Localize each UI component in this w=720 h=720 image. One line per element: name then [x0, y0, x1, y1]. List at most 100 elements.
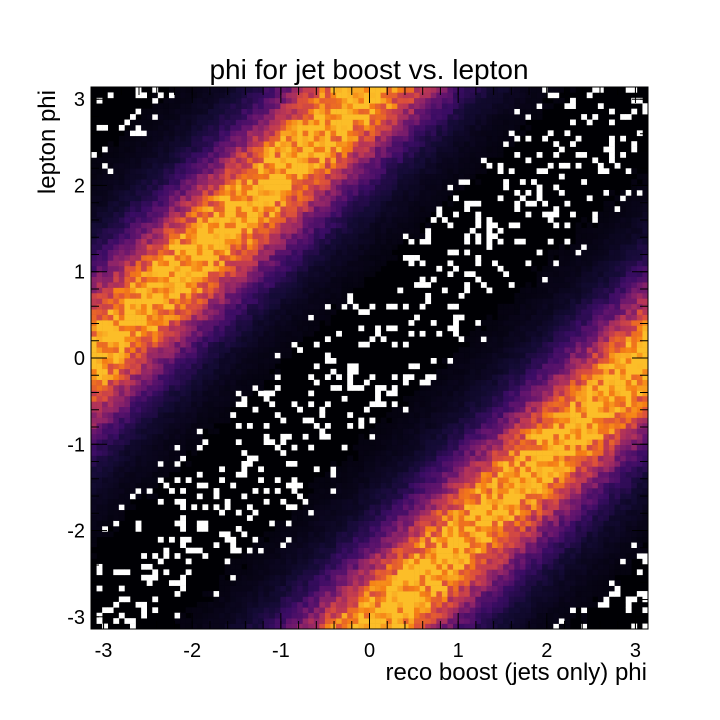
heatmap-bin — [224, 347, 231, 353]
heatmap-bin — [280, 320, 287, 326]
heatmap-bin — [341, 195, 348, 202]
heatmap-bin — [163, 233, 170, 240]
heatmap-bin — [185, 298, 192, 305]
heatmap-bin — [347, 618, 354, 624]
heatmap-bin — [363, 531, 370, 538]
heatmap-bin — [241, 336, 248, 343]
heatmap-bin — [380, 200, 387, 207]
heatmap-bin — [129, 325, 136, 332]
heatmap-bin — [313, 124, 320, 131]
heatmap-bin — [369, 466, 376, 473]
heatmap-bin — [185, 119, 192, 126]
heatmap-bin — [414, 444, 420, 451]
heatmap-bin — [369, 260, 376, 267]
heatmap-bin — [285, 108, 292, 115]
heatmap-bin — [219, 227, 225, 234]
heatmap-bin — [202, 249, 209, 256]
heatmap-bin — [107, 271, 114, 277]
heatmap-bin — [336, 173, 342, 180]
heatmap-bin — [313, 607, 320, 614]
heatmap-bin — [313, 520, 320, 527]
heatmap-bin — [397, 87, 404, 93]
heatmap-bin — [129, 276, 136, 283]
heatmap-bin — [263, 152, 270, 158]
heatmap-bin — [397, 141, 404, 147]
heatmap-bin — [402, 531, 409, 538]
heatmap-bin — [397, 206, 404, 212]
heatmap-bin — [319, 547, 326, 554]
heatmap-bin — [425, 412, 432, 418]
heatmap-bin — [341, 255, 348, 261]
heatmap-bin — [386, 498, 393, 505]
heatmap-bin — [352, 217, 359, 223]
heatmap-bin — [141, 276, 147, 283]
heatmap-bin — [180, 168, 186, 175]
chart-title: phi for jet boost vs. lepton — [209, 54, 528, 85]
heatmap-bin — [436, 130, 443, 137]
empty-bin — [447, 303, 454, 310]
empty-bin — [196, 520, 203, 527]
heatmap-bin — [358, 623, 365, 630]
heatmap-bin — [174, 238, 181, 245]
heatmap-bin — [280, 114, 287, 120]
heatmap-bin — [241, 585, 248, 592]
heatmap-bin — [157, 471, 164, 478]
heatmap-bin — [141, 303, 147, 310]
heatmap-bin — [196, 314, 203, 321]
heatmap-bin — [202, 320, 209, 326]
heatmap-bin — [297, 265, 303, 272]
heatmap-bin — [246, 607, 253, 614]
heatmap-bin — [408, 493, 415, 500]
heatmap-bin — [269, 298, 276, 305]
heatmap-bin — [174, 157, 181, 164]
heatmap-bin — [174, 385, 181, 391]
heatmap-bin — [347, 591, 354, 597]
heatmap-bin — [308, 249, 315, 256]
heatmap-bin — [280, 162, 287, 169]
heatmap-bin — [302, 103, 309, 109]
heatmap-bin — [129, 450, 136, 456]
heatmap-bin — [113, 195, 120, 202]
heatmap-bin — [363, 200, 370, 207]
heatmap-bin — [308, 325, 315, 332]
heatmap-bin — [308, 238, 315, 245]
heatmap-bin — [157, 162, 164, 169]
heatmap-bin — [280, 200, 287, 207]
heatmap-bin — [336, 542, 342, 548]
heatmap-bin — [102, 330, 109, 337]
heatmap-bin — [241, 352, 248, 359]
heatmap-bin — [219, 314, 225, 321]
empty-bin — [391, 390, 398, 397]
heatmap-bin — [397, 238, 404, 245]
empty-bin — [96, 612, 103, 619]
heatmap-bin — [419, 135, 426, 142]
heatmap-bin — [246, 585, 253, 592]
heatmap-bin — [441, 406, 448, 413]
heatmap-bin — [380, 146, 387, 153]
heatmap-bin — [107, 227, 114, 234]
heatmap-bin — [391, 135, 398, 142]
heatmap-bin — [308, 146, 315, 153]
heatmap-bin — [168, 330, 175, 337]
heatmap-bin — [402, 450, 409, 456]
heatmap-bin — [291, 298, 298, 305]
heatmap-bin — [313, 255, 320, 261]
heatmap-bin — [258, 244, 264, 250]
heatmap-bin — [285, 352, 292, 359]
heatmap-bin — [285, 612, 292, 619]
heatmap-bin — [408, 184, 415, 191]
heatmap-bin — [414, 130, 420, 137]
empty-bin — [347, 368, 354, 375]
heatmap-bin — [375, 244, 381, 250]
heatmap-bin — [113, 168, 120, 175]
heatmap-bin — [274, 157, 281, 164]
heatmap-bin — [174, 330, 181, 337]
empty-bin — [453, 303, 459, 310]
empty-bin — [291, 477, 298, 483]
heatmap-bin — [91, 450, 97, 456]
empty-bin — [324, 433, 331, 440]
heatmap-bin — [436, 87, 443, 93]
heatmap-bin — [185, 363, 192, 370]
heatmap-bin — [118, 341, 125, 348]
heatmap-bin — [168, 206, 175, 212]
